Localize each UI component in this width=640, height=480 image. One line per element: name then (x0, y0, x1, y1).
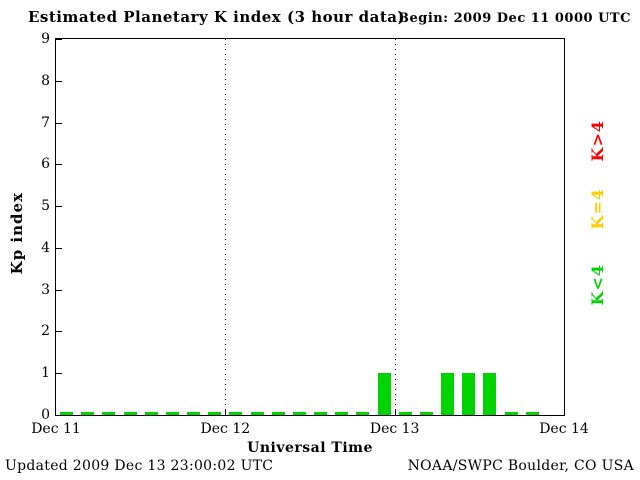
x-tick-label: Dec 13 (369, 421, 420, 437)
kp-bar (398, 412, 412, 415)
y-tick-mark (56, 415, 62, 416)
legend-k-eq-4: K=4 (588, 188, 607, 230)
y-tick-label: 1 (41, 365, 50, 382)
plot-area (55, 38, 565, 416)
kp-bar (102, 412, 116, 415)
y-tick-mark (56, 247, 62, 249)
kp-bar (356, 412, 370, 415)
chart-title: Estimated Planetary K index (3 hour data… (28, 8, 406, 26)
x-tick-mark (225, 409, 227, 415)
kp-bar (504, 412, 518, 415)
kp-bar (314, 412, 328, 415)
x-tick-label: Dec 12 (200, 421, 251, 437)
kp-bar (165, 412, 179, 415)
legend-k-lt-4: K<4 (588, 264, 607, 306)
kp-bar (144, 412, 158, 415)
day-boundary-gridline (394, 39, 396, 415)
y-tick-mark (56, 289, 62, 291)
x-axis-label: Universal Time (247, 440, 373, 456)
y-tick-mark (56, 164, 62, 166)
y-tick-mark (56, 331, 62, 333)
kp-bar (250, 412, 264, 415)
day-boundary-gridline (225, 39, 227, 415)
y-tick-label: 2 (41, 323, 50, 340)
kp-bar (525, 412, 539, 415)
y-tick-label: 8 (41, 72, 50, 89)
kp-bar (229, 412, 243, 415)
y-tick-mark (56, 39, 62, 40)
kp-bar (292, 412, 306, 415)
begin-timestamp: Begin: 2009 Dec 11 0000 UTC (398, 11, 631, 26)
kp-bar (187, 412, 201, 415)
x-tick-mark (394, 409, 396, 415)
kp-bar (123, 412, 137, 415)
kp-bar (81, 412, 95, 415)
y-tick-label: 0 (41, 407, 50, 423)
y-tick-label: 4 (41, 239, 50, 256)
y-tick-label: 5 (41, 198, 50, 215)
kp-bar (419, 412, 433, 415)
kp-bar (271, 412, 285, 415)
y-tick-mark (56, 373, 62, 375)
y-tick-label: 9 (41, 31, 50, 47)
x-tick-label: Dec 14 (539, 421, 589, 437)
y-tick-label: 7 (41, 114, 50, 131)
y-tick-mark (56, 122, 62, 124)
y-tick-label: 6 (41, 156, 50, 173)
kp-bar (483, 373, 497, 415)
credit-text: NOAA/SWPC Boulder, CO USA (407, 458, 634, 474)
x-tick-label: Dec 11 (31, 421, 81, 437)
kp-bar (441, 373, 455, 415)
y-tick-mark (56, 206, 62, 208)
kp-bar (335, 412, 349, 415)
y-tick-label: 3 (41, 281, 50, 298)
kp-bar (462, 373, 476, 415)
y-tick-mark (56, 80, 62, 82)
updated-timestamp: Updated 2009 Dec 13 23:00:02 UTC (5, 458, 274, 474)
legend-k-gt-4: K>4 (588, 120, 607, 162)
kp-bar (60, 412, 74, 415)
kp-bar (208, 412, 222, 415)
y-axis-label: Kp index (8, 192, 26, 275)
kp-bar (377, 373, 391, 415)
